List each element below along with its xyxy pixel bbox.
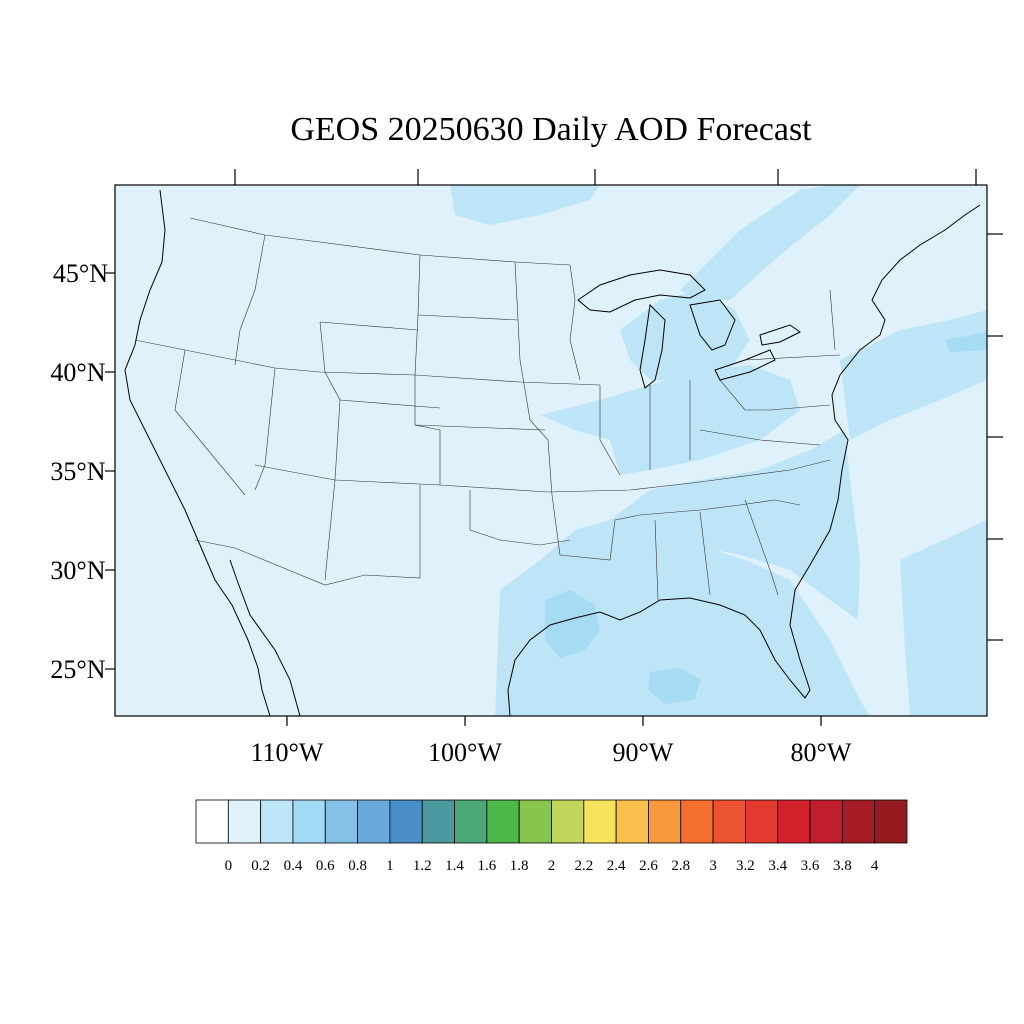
colorbar-swatch xyxy=(648,799,682,844)
colorbar-swatch xyxy=(357,799,391,844)
colorbar-swatch xyxy=(324,799,358,844)
map-title: GEOS 20250630 Daily AOD Forecast xyxy=(290,111,812,148)
aod-region-atlantic-patch xyxy=(945,332,987,352)
great-lakes-outline xyxy=(577,269,801,389)
colorbar-label: 0.6 xyxy=(316,858,335,874)
colorbar-label: 3.8 xyxy=(833,858,852,874)
colorbar-swatch xyxy=(680,799,714,844)
lon-label-100: 100°W xyxy=(428,738,502,767)
aod-region-great-lakes xyxy=(620,290,750,380)
lat-label-40: 40°N xyxy=(50,358,105,387)
map-frame xyxy=(114,184,988,717)
colorbar-labels: 0 0.2 0.4 0.6 0.8 1 1.2 1.4 1.6 1.8 2 2.2 2.4 2.6 2.8 3… xyxy=(225,858,879,874)
colorbar xyxy=(195,799,908,844)
colorbar-label: 3.6 xyxy=(801,858,820,874)
colorbar-label: 1.6 xyxy=(477,858,496,874)
lon-label-110: 110°W xyxy=(251,738,324,767)
aod-region-louisiana-core xyxy=(545,590,600,658)
colorbar-label: 2.6 xyxy=(639,858,658,874)
colorbar-swatch xyxy=(454,799,488,844)
colorbar-label: 0 xyxy=(225,858,233,874)
colorbar-label: 4 xyxy=(871,858,879,874)
colorbar-swatch xyxy=(874,799,908,844)
aod-shading xyxy=(124,185,987,716)
longitude-labels: 110°W 100°W 90°W 80°W xyxy=(251,738,852,767)
colorbar-swatch xyxy=(389,799,423,844)
colorbar-label: 3.4 xyxy=(768,858,787,874)
colorbar-swatch xyxy=(292,799,326,844)
colorbar-label: 0.2 xyxy=(251,858,270,874)
aod-region-se-atlantic xyxy=(900,520,987,716)
aod-region-ohio-valley xyxy=(540,365,800,475)
colorbar-swatch xyxy=(583,799,617,844)
colorbar-label: 1.2 xyxy=(413,858,432,874)
colorbar-label: 0.4 xyxy=(284,858,303,874)
colorbar-swatch xyxy=(195,799,229,844)
colorbar-swatch xyxy=(260,799,294,844)
colorbar-label: 3.2 xyxy=(736,858,755,874)
aod-region-gulf-patch xyxy=(648,668,700,704)
colorbar-label: 1 xyxy=(386,858,394,874)
colorbar-label: 2 xyxy=(548,858,556,874)
lat-label-30: 30°N xyxy=(50,556,105,585)
colorbar-swatch xyxy=(518,799,552,844)
aod-region-gulf-coast xyxy=(495,520,870,716)
colorbar-swatch xyxy=(421,799,455,844)
colorbar-label: 3 xyxy=(709,858,717,874)
colorbar-label: 1.8 xyxy=(510,858,529,874)
lon-label-80: 80°W xyxy=(791,738,852,767)
lat-label-25: 25°N xyxy=(50,655,105,684)
latitude-labels: 45°N 40°N 35°N 30°N 25°N xyxy=(50,259,108,684)
colorbar-swatch xyxy=(777,799,811,844)
colorbar-swatch xyxy=(486,799,520,844)
colorbar-swatch xyxy=(615,799,649,844)
colorbar-swatch xyxy=(809,799,843,844)
colorbar-swatch xyxy=(841,799,876,844)
colorbar-label: 2.4 xyxy=(607,858,626,874)
colorbar-swatch xyxy=(551,799,585,844)
us-coastline xyxy=(124,189,981,716)
colorbar-label: 2.8 xyxy=(671,858,690,874)
lat-label-35: 35°N xyxy=(50,457,105,486)
aod-region-canada-northeast xyxy=(680,185,860,300)
colorbar-label: 1.4 xyxy=(445,858,464,874)
aod-region-canada-north xyxy=(450,185,600,225)
aod-region-southeast xyxy=(610,430,860,620)
lon-label-90: 90°W xyxy=(613,738,674,767)
lat-label-45: 45°N xyxy=(53,259,108,288)
colorbar-swatch xyxy=(712,799,746,844)
colorbar-swatch xyxy=(227,799,262,844)
colorbar-label: 0.8 xyxy=(348,858,367,874)
axis-ticks xyxy=(105,169,1003,726)
colorbar-label: 2.2 xyxy=(574,858,593,874)
state-boundaries xyxy=(134,217,841,601)
colorbar-swatch xyxy=(745,799,779,844)
